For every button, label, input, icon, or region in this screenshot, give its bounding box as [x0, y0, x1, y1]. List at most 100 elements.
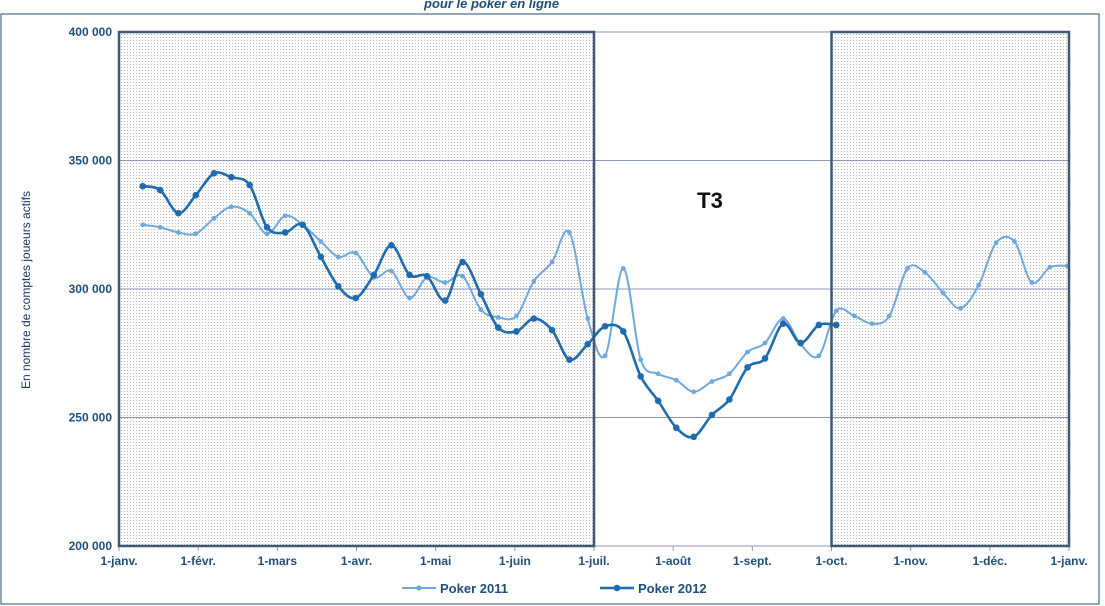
data-point [264, 231, 270, 237]
data-point [1011, 239, 1017, 244]
data-point [281, 229, 289, 236]
data-point [495, 314, 501, 320]
x-tick-label: 1-déc. [972, 554, 1007, 568]
data-point [726, 371, 732, 377]
chart-frame [0, 13, 1100, 605]
data-point [655, 371, 661, 377]
data-point [832, 321, 840, 329]
data-point [388, 242, 395, 249]
data-point [514, 313, 519, 319]
t3-annotation: T3 [697, 188, 723, 213]
x-tick-label: 1-juil. [578, 554, 609, 568]
data-point [352, 294, 360, 302]
data-point [318, 239, 324, 244]
y-tick-label: 250 000 [69, 411, 113, 425]
legend-label: Poker 2012 [638, 581, 707, 596]
x-tick-label: 1-oct. [815, 554, 847, 568]
data-point [869, 321, 875, 327]
data-point [478, 307, 484, 312]
x-tick-label: 1-nov. [893, 554, 927, 568]
series-line-poker-2012 [142, 171, 837, 439]
data-point [263, 224, 271, 231]
x-tick-label: 1-août [655, 554, 691, 568]
data-point [477, 290, 485, 298]
data-point [673, 424, 680, 432]
data-point [193, 231, 199, 237]
x-tick-label: 1-juin [499, 554, 531, 568]
data-point [229, 204, 234, 210]
data-point [673, 377, 679, 383]
data-point [584, 340, 591, 348]
data-point [940, 290, 946, 296]
data-point [566, 356, 573, 363]
data-point [761, 355, 769, 362]
y-axis-label: En nombre de comptes joueurs actifs [19, 191, 33, 389]
data-point [353, 250, 359, 256]
x-tick-label: 1-févr. [180, 554, 215, 568]
data-point [638, 357, 644, 363]
y-tick-label: 300 000 [69, 282, 113, 296]
data-point [958, 305, 963, 311]
data-point [299, 221, 306, 229]
data-point [460, 273, 465, 279]
data-point [139, 182, 147, 190]
data-point [708, 411, 716, 419]
data-point [709, 379, 715, 384]
x-tick-label: 1-mars [258, 554, 298, 568]
data-point [976, 282, 982, 288]
data-point [654, 397, 662, 405]
data-point [816, 353, 822, 359]
data-point [886, 313, 892, 319]
data-point [459, 258, 466, 266]
data-point [745, 349, 750, 355]
data-point [228, 173, 235, 181]
data-point [247, 210, 253, 216]
data-point [815, 321, 823, 329]
data-point [637, 373, 645, 380]
data-point [513, 328, 520, 335]
data-point [175, 230, 181, 235]
data-point [602, 353, 608, 359]
data-point [601, 322, 609, 330]
data-point [585, 316, 591, 321]
data-point [407, 295, 412, 301]
data-point [317, 253, 325, 261]
period-box-2 [830, 30, 1071, 548]
data-point [156, 186, 164, 194]
x-tick-label: 1-mai [420, 554, 451, 568]
data-point [567, 230, 572, 235]
data-point [619, 328, 627, 335]
data-point [620, 266, 626, 271]
data-point [922, 269, 928, 275]
y-tick-label: 350 000 [69, 154, 113, 168]
data-point [442, 280, 448, 285]
data-point [441, 297, 449, 304]
data-point [548, 326, 556, 334]
data-point [370, 271, 378, 279]
data-point [797, 339, 804, 347]
x-tick-label: 1-janv. [1050, 554, 1087, 568]
data-point [833, 308, 839, 314]
data-point [1029, 280, 1035, 285]
data-point [246, 181, 253, 189]
data-point [1047, 264, 1053, 270]
data-point [406, 271, 413, 279]
data-point [531, 278, 537, 284]
period-box-1 [117, 30, 596, 548]
data-point [690, 433, 698, 441]
data-point [779, 320, 787, 327]
data-point [423, 272, 431, 280]
data-point [905, 266, 910, 271]
y-tick-label: 400 000 [69, 25, 113, 39]
data-point [744, 364, 751, 371]
data-point [335, 254, 341, 260]
y-tick-label: 200 000 [69, 539, 113, 553]
data-point [140, 222, 146, 228]
legend-marker [416, 585, 422, 591]
chart-title-fragment: pour le poker en ligne [423, 0, 559, 11]
x-tick-label: 1-avr. [341, 554, 372, 568]
data-point [780, 316, 786, 321]
data-point [192, 191, 200, 199]
